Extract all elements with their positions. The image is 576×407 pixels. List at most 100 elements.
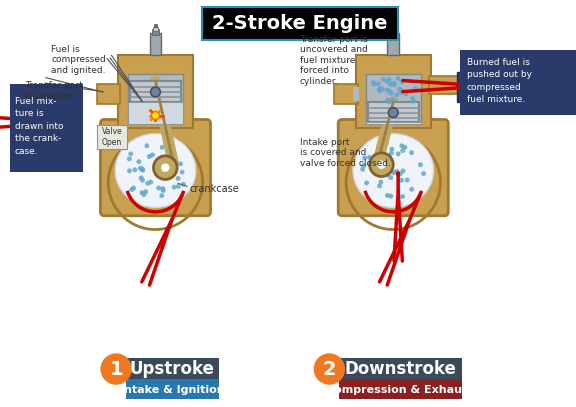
Circle shape	[176, 184, 181, 189]
Circle shape	[411, 99, 416, 104]
Circle shape	[381, 77, 386, 82]
Circle shape	[132, 167, 137, 172]
Circle shape	[127, 168, 132, 173]
Circle shape	[389, 91, 393, 96]
Circle shape	[405, 177, 410, 182]
FancyBboxPatch shape	[153, 27, 158, 31]
FancyBboxPatch shape	[126, 358, 219, 380]
Circle shape	[391, 98, 396, 103]
Circle shape	[139, 175, 143, 180]
Text: Valve
Open: Valve Open	[102, 127, 123, 147]
Circle shape	[384, 141, 389, 146]
Circle shape	[497, 75, 502, 81]
Circle shape	[156, 186, 161, 190]
Circle shape	[140, 168, 145, 173]
Text: Fuel is
compressed
and ignited.: Fuel is compressed and ignited.	[51, 45, 106, 74]
Circle shape	[392, 81, 397, 86]
FancyBboxPatch shape	[457, 72, 508, 102]
Circle shape	[385, 88, 390, 92]
Circle shape	[160, 193, 164, 198]
Circle shape	[151, 112, 160, 120]
Circle shape	[409, 187, 414, 192]
Circle shape	[400, 194, 405, 199]
FancyBboxPatch shape	[8, 84, 83, 172]
Circle shape	[167, 155, 172, 160]
Circle shape	[465, 83, 471, 89]
Circle shape	[398, 90, 403, 95]
Circle shape	[380, 87, 385, 92]
Text: Transfer port is
uncovered and
fuel mixture
forced into
cylinder.: Transfer port is uncovered and fuel mixt…	[300, 35, 368, 85]
FancyBboxPatch shape	[338, 120, 448, 216]
Circle shape	[399, 143, 404, 148]
Circle shape	[497, 83, 502, 89]
Circle shape	[376, 162, 381, 167]
Circle shape	[154, 172, 160, 177]
Circle shape	[377, 87, 382, 92]
FancyBboxPatch shape	[429, 76, 458, 94]
Circle shape	[465, 75, 471, 81]
FancyBboxPatch shape	[154, 24, 157, 27]
Text: Intake port
is covered and
valve forced closed.: Intake port is covered and valve forced …	[300, 138, 391, 168]
Circle shape	[145, 181, 150, 186]
Text: 2: 2	[323, 359, 336, 379]
Circle shape	[178, 161, 183, 166]
FancyBboxPatch shape	[392, 24, 395, 27]
FancyBboxPatch shape	[126, 379, 219, 398]
Circle shape	[389, 147, 395, 152]
Circle shape	[360, 167, 365, 172]
Circle shape	[385, 98, 390, 103]
Circle shape	[394, 92, 399, 98]
Circle shape	[372, 82, 377, 87]
Ellipse shape	[115, 134, 196, 208]
FancyBboxPatch shape	[334, 84, 358, 104]
Circle shape	[386, 77, 392, 82]
Circle shape	[389, 82, 394, 87]
Circle shape	[378, 159, 382, 164]
FancyBboxPatch shape	[353, 87, 359, 101]
Circle shape	[160, 163, 170, 173]
Circle shape	[180, 170, 184, 175]
FancyBboxPatch shape	[150, 33, 161, 55]
Circle shape	[139, 190, 145, 195]
Circle shape	[391, 170, 396, 175]
Circle shape	[384, 171, 389, 176]
Circle shape	[181, 182, 186, 187]
Circle shape	[169, 160, 174, 166]
Ellipse shape	[353, 134, 434, 208]
Circle shape	[403, 92, 408, 96]
Circle shape	[385, 193, 390, 198]
Circle shape	[362, 155, 367, 160]
Circle shape	[150, 153, 155, 158]
Text: Fuel mix-
ture is
drawn into
the crank-
case.: Fuel mix- ture is drawn into the crank- …	[15, 97, 63, 156]
Circle shape	[370, 153, 393, 177]
Text: 2-Stroke Engine: 2-Stroke Engine	[212, 14, 388, 33]
Text: Downstroke: Downstroke	[344, 360, 456, 378]
Circle shape	[400, 168, 406, 173]
Circle shape	[314, 353, 345, 385]
Circle shape	[371, 80, 376, 85]
Circle shape	[392, 82, 397, 87]
Circle shape	[147, 154, 151, 159]
Circle shape	[395, 169, 399, 174]
Circle shape	[160, 145, 165, 150]
Circle shape	[384, 79, 389, 84]
Circle shape	[421, 171, 426, 176]
Circle shape	[149, 179, 153, 184]
Circle shape	[389, 151, 394, 155]
Circle shape	[488, 75, 494, 81]
Text: Transfer port
is covered.: Transfer port is covered.	[25, 81, 82, 101]
Circle shape	[396, 76, 400, 81]
Circle shape	[388, 194, 393, 199]
Circle shape	[362, 163, 366, 168]
Circle shape	[387, 89, 392, 94]
Circle shape	[378, 86, 383, 91]
Circle shape	[377, 160, 386, 170]
Circle shape	[376, 81, 381, 86]
Circle shape	[127, 156, 132, 161]
Circle shape	[388, 175, 393, 180]
FancyBboxPatch shape	[100, 120, 210, 216]
FancyBboxPatch shape	[118, 55, 193, 128]
Text: Burned fuel is
pushed out by
compressed
fuel mixture.: Burned fuel is pushed out by compressed …	[467, 58, 532, 105]
Circle shape	[497, 91, 502, 97]
Circle shape	[488, 83, 494, 89]
